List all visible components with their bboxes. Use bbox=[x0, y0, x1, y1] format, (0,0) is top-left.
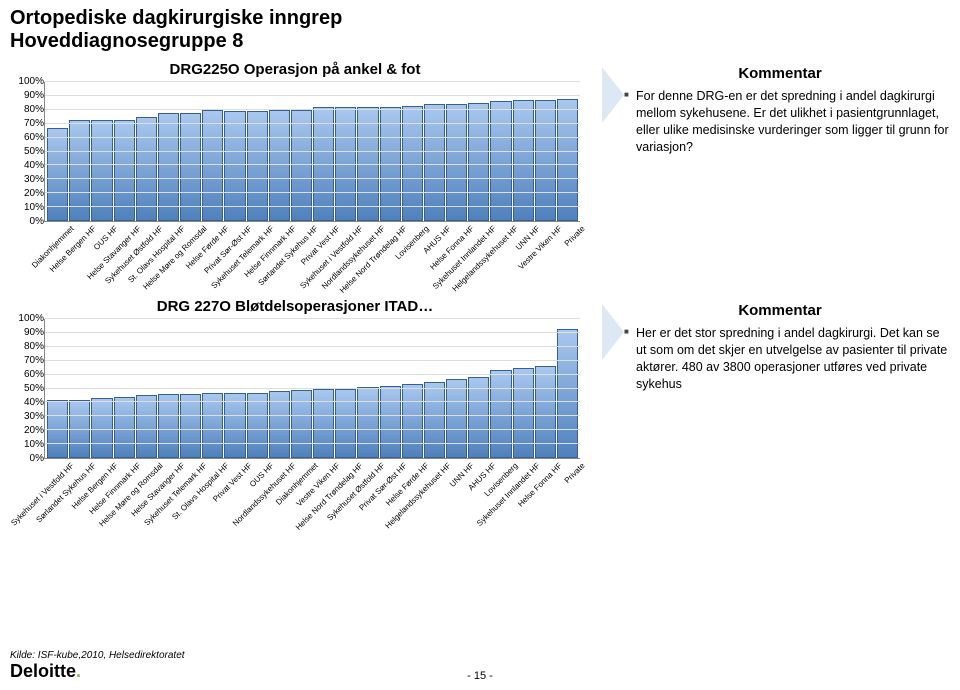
bar bbox=[114, 397, 135, 458]
chart2-ylabels: 100%90%80%70%60%50%40%30%20%10%0% bbox=[10, 319, 44, 459]
bar bbox=[468, 377, 489, 458]
bar bbox=[269, 110, 290, 221]
source-text: Kilde: ISF-kube,2010, Helsedirektoratet bbox=[10, 650, 185, 661]
bar bbox=[247, 393, 268, 458]
bar bbox=[402, 106, 423, 221]
brand-logo: Deloitte. bbox=[10, 661, 185, 682]
bar bbox=[335, 107, 356, 221]
bar bbox=[380, 107, 401, 221]
bar bbox=[158, 394, 179, 458]
bar bbox=[202, 393, 223, 458]
page-title-line1: Ortopediske dagkirurgiske inngrep bbox=[0, 0, 960, 30]
row-chart2: DRG 227O Bløtdelsoperasjoner ITAD… 100%9… bbox=[0, 298, 960, 529]
chart2-xlabels: Sykehuset i Vestfold HFSørlandet Sykehus… bbox=[44, 459, 580, 529]
chart1: DRG225O Operasjon på ankel & fot 100%90%… bbox=[10, 61, 580, 292]
bar bbox=[335, 389, 356, 459]
bar bbox=[380, 386, 401, 458]
bar bbox=[535, 100, 556, 221]
comment1-title: Kommentar bbox=[610, 65, 950, 82]
bar bbox=[402, 384, 423, 458]
chart1-ylabels: 100%90%80%70%60%50%40%30%20%10%0% bbox=[10, 82, 44, 222]
bar bbox=[158, 113, 179, 221]
bar bbox=[313, 107, 334, 221]
bar bbox=[490, 370, 511, 458]
chevron-icon bbox=[602, 304, 624, 360]
bar bbox=[136, 117, 157, 221]
bar bbox=[91, 398, 112, 458]
comment2: Kommentar Her er det stor spredning i an… bbox=[610, 298, 950, 529]
bar bbox=[357, 387, 378, 458]
comment1: Kommentar For denne DRG-en er det spredn… bbox=[610, 61, 950, 292]
bar bbox=[247, 111, 268, 221]
bar bbox=[180, 113, 201, 221]
bar bbox=[202, 110, 223, 221]
brand-text: Deloitte bbox=[10, 661, 76, 681]
bar bbox=[513, 368, 534, 458]
bar bbox=[313, 389, 334, 459]
bar bbox=[114, 120, 135, 221]
bar bbox=[224, 111, 245, 221]
bar bbox=[557, 99, 578, 221]
bar bbox=[69, 400, 90, 458]
bar bbox=[180, 394, 201, 458]
chevron-icon bbox=[602, 67, 624, 123]
bar bbox=[269, 391, 290, 458]
bar bbox=[446, 379, 467, 458]
chart1-title: DRG225O Operasjon på ankel & fot bbox=[10, 61, 580, 78]
chart1-xlabels: DiakonhjemmetHelse Bergen HFOUS HFHelse … bbox=[44, 222, 580, 292]
bar bbox=[446, 104, 467, 221]
page-title-line2: Hoveddiagnosegruppe 8 bbox=[0, 30, 960, 61]
bar bbox=[47, 400, 68, 458]
bar bbox=[490, 101, 511, 221]
bar bbox=[424, 104, 445, 221]
bar bbox=[535, 366, 556, 458]
comment2-title: Kommentar bbox=[610, 302, 950, 319]
bar bbox=[357, 107, 378, 221]
bar bbox=[136, 395, 157, 458]
chart2-title: DRG 227O Bløtdelsoperasjoner ITAD… bbox=[10, 298, 580, 315]
bar bbox=[47, 128, 68, 221]
bar bbox=[468, 103, 489, 221]
brand-dot: . bbox=[76, 661, 81, 681]
bar bbox=[224, 393, 245, 458]
chart2: DRG 227O Bløtdelsoperasjoner ITAD… 100%9… bbox=[10, 298, 580, 529]
comment2-body: Her er det stor spredning i andel dagkir… bbox=[624, 325, 950, 393]
bar bbox=[513, 100, 534, 221]
bar bbox=[557, 329, 578, 458]
row-chart1: DRG225O Operasjon på ankel & fot 100%90%… bbox=[0, 61, 960, 292]
bar bbox=[91, 120, 112, 221]
bar bbox=[291, 110, 312, 221]
comment1-body: For denne DRG-en er det spredning i ande… bbox=[624, 88, 950, 156]
page-number: - 15 - bbox=[467, 670, 493, 682]
chart2-plot bbox=[44, 319, 580, 459]
footer: Kilde: ISF-kube,2010, Helsedirektoratet … bbox=[10, 650, 950, 682]
bar bbox=[69, 120, 90, 221]
bar bbox=[291, 390, 312, 458]
chart1-plot bbox=[44, 82, 580, 222]
bar bbox=[424, 382, 445, 458]
